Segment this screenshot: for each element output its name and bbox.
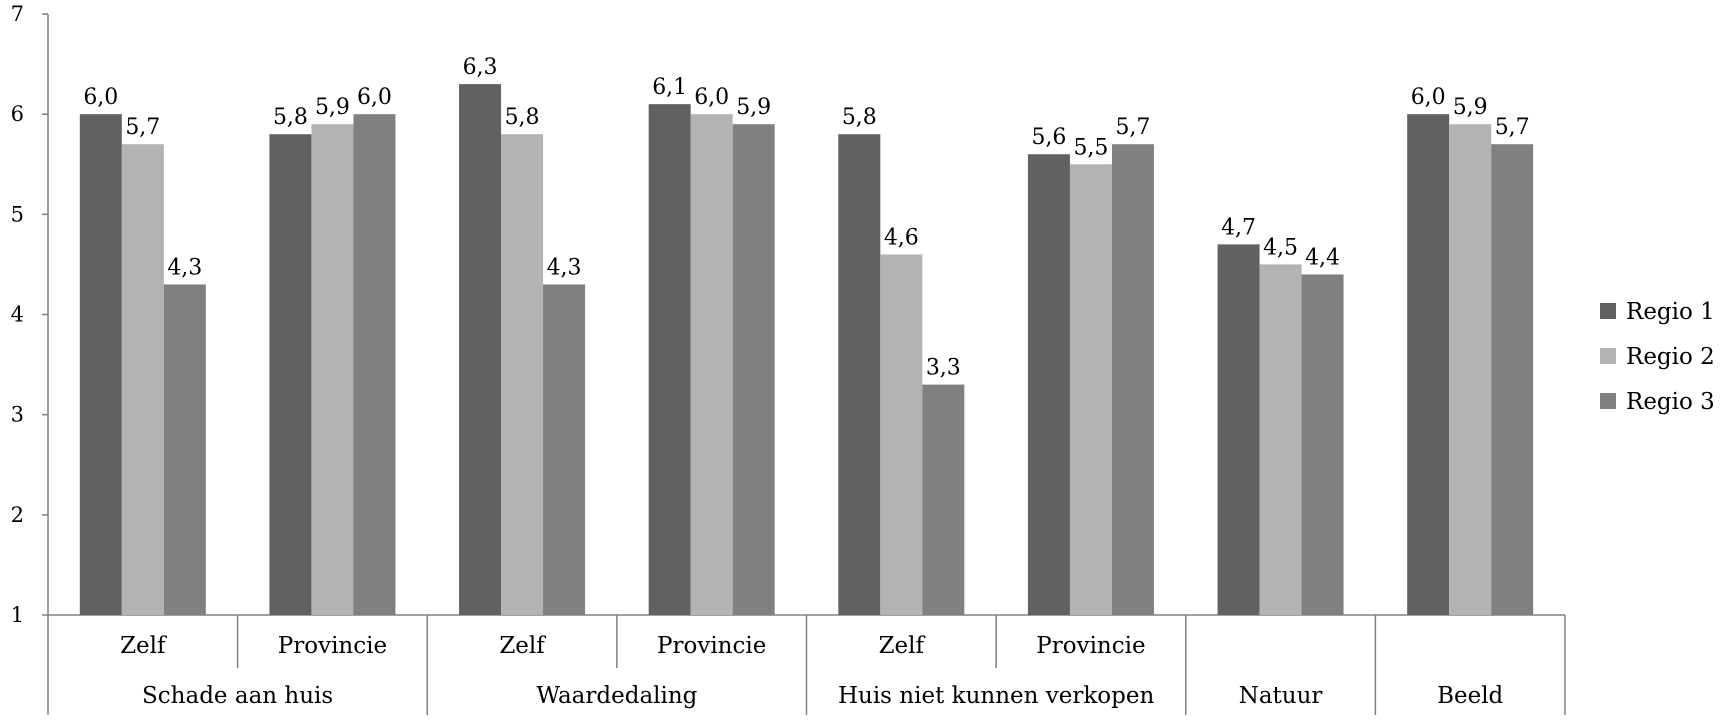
x-group-label: Waardedaling — [536, 683, 697, 709]
bar-regio-1 — [1217, 244, 1260, 615]
bar-regio-1 — [269, 134, 312, 615]
data-label: 6,0 — [694, 85, 729, 110]
x-tick-label: Provincie — [657, 633, 766, 659]
data-label: 5,8 — [505, 105, 540, 130]
y-tick-label: 4 — [11, 303, 24, 327]
bar-regio-2 — [501, 134, 544, 615]
x-group-label: Beeld — [1437, 683, 1503, 709]
bar-regio-2 — [880, 254, 923, 615]
bar-regio-2 — [1449, 124, 1492, 615]
data-label: 4,7 — [1221, 215, 1256, 240]
bar-regio-3 — [1491, 144, 1534, 615]
data-label: 5,7 — [1495, 115, 1530, 140]
x-group-label: Schade aan huis — [142, 683, 333, 709]
bar-regio-3 — [543, 284, 586, 615]
bar-regio-3 — [163, 284, 206, 615]
y-tick-label: 1 — [11, 603, 24, 627]
bar-regio-1 — [1027, 154, 1070, 615]
data-label: 4,3 — [547, 255, 582, 280]
x-tick-label: Zelf — [120, 633, 167, 659]
data-label: 3,3 — [926, 356, 961, 381]
data-label: 5,8 — [842, 105, 877, 130]
bar-regio-1 — [838, 134, 881, 615]
legend-label: Regio 1 — [1626, 299, 1715, 325]
bar-regio-2 — [1069, 164, 1112, 615]
data-label: 5,7 — [125, 115, 160, 140]
bar-regio-2 — [1259, 264, 1302, 615]
legend-swatch — [1600, 348, 1616, 364]
data-label: 6,0 — [357, 85, 392, 110]
data-label: 4,6 — [884, 225, 919, 250]
y-tick-label: 2 — [11, 503, 24, 527]
legend-label: Regio 3 — [1626, 389, 1715, 415]
bar-regio-3 — [1111, 144, 1154, 615]
y-tick-label: 5 — [11, 202, 24, 226]
data-label: 5,5 — [1073, 135, 1108, 160]
bar-regio-3 — [922, 384, 965, 615]
data-label: 5,7 — [1115, 115, 1150, 140]
data-label: 5,9 — [736, 95, 771, 120]
x-tick-label: Provincie — [278, 633, 387, 659]
y-tick-label: 6 — [11, 102, 24, 126]
bar-regio-2 — [690, 114, 733, 616]
y-tick-label: 7 — [11, 2, 24, 26]
data-label: 6,3 — [463, 55, 498, 80]
legend-label: Regio 2 — [1626, 344, 1715, 370]
data-label: 6,0 — [1411, 85, 1446, 110]
bar-regio-3 — [353, 114, 396, 616]
x-group-label: Natuur — [1239, 683, 1323, 709]
legend-swatch — [1600, 393, 1616, 409]
bar-regio-1 — [648, 104, 691, 616]
data-label: 5,8 — [273, 105, 308, 130]
data-label: 5,9 — [1453, 95, 1488, 120]
x-group-label: Huis niet kunnen verkopen — [838, 683, 1155, 709]
bar-regio-2 — [121, 144, 164, 615]
data-label: 5,9 — [315, 95, 350, 120]
legend-swatch — [1600, 303, 1616, 319]
data-label: 6,1 — [652, 75, 687, 100]
bar-regio-3 — [732, 124, 775, 615]
x-tick-label: Zelf — [879, 633, 926, 659]
data-label: 5,6 — [1031, 125, 1066, 150]
data-label: 4,4 — [1305, 245, 1340, 270]
bar-regio-1 — [1407, 114, 1450, 616]
x-tick-label: Zelf — [499, 633, 546, 659]
bar-regio-3 — [1301, 274, 1344, 615]
bar-regio-1 — [79, 114, 122, 616]
data-label: 4,3 — [167, 255, 202, 280]
data-label: 4,5 — [1263, 235, 1298, 260]
bar-regio-2 — [311, 124, 354, 615]
data-label: 6,0 — [83, 85, 118, 110]
y-tick-label: 3 — [11, 403, 24, 427]
bar-regio-1 — [459, 84, 502, 615]
x-tick-label: Provincie — [1036, 633, 1145, 659]
